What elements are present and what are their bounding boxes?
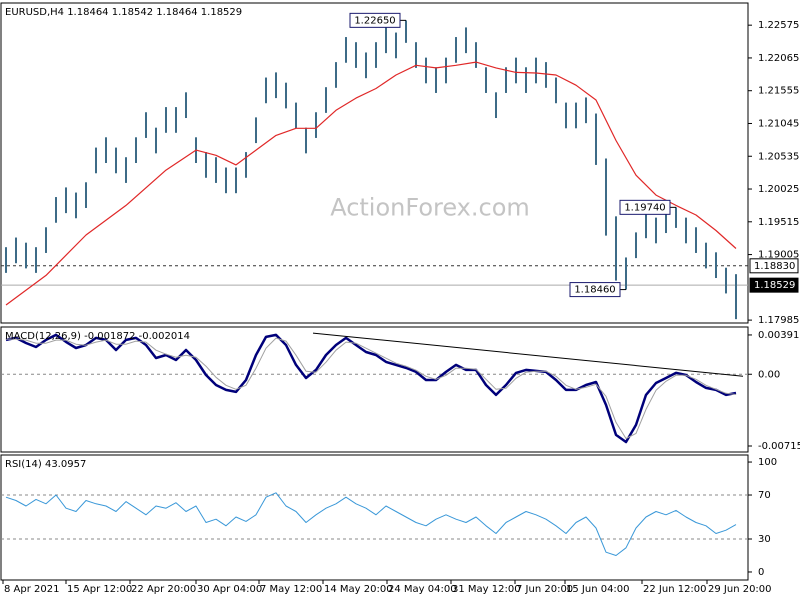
watermark: ActionForex.com [330, 194, 530, 222]
panel-title: RSI(14) 43.0957 [5, 459, 86, 470]
y-tick-label: 30 [758, 534, 771, 545]
y-tick-label: 100 [758, 457, 777, 468]
indicator-line [6, 337, 737, 439]
level-label: 1.18529 [754, 280, 795, 291]
moving-average [5, 61, 737, 306]
y-tick-label: 1.21045 [758, 118, 799, 129]
x-tick-label: 15 Apr 12:00 [67, 584, 132, 595]
panel-frame [0, 454, 749, 581]
y-tick-label: 1.19515 [758, 217, 799, 228]
y-tick-label: -0.007152 [758, 441, 800, 452]
indicator-line [5, 492, 737, 556]
annotation-box [349, 12, 401, 28]
y-tick-label: 1.17985 [758, 315, 799, 326]
level-label-box [749, 277, 799, 293]
panel-title: MACD(12,26,9) -0.001872 -0.002014 [5, 331, 190, 342]
x-tick-label: 22 Jun 12:00 [643, 584, 707, 595]
annotation-label: 1.19740 [624, 202, 665, 213]
y-tick-label: 0 [758, 567, 764, 578]
annotation-box [619, 199, 671, 215]
level-label: 1.18830 [754, 261, 795, 272]
x-tick-label: 29 Jun 20:00 [708, 584, 772, 595]
annotation-label: 1.22650 [354, 15, 395, 26]
annotation-label: 1.18460 [574, 285, 615, 296]
trend-line [312, 332, 744, 377]
x-tick-label: 30 Apr 04:00 [197, 584, 262, 595]
x-tick-label: 8 Apr 2021 [4, 584, 59, 595]
x-tick-label: 31 May 12:00 [452, 584, 521, 595]
y-tick-label: 0.003917 [758, 330, 800, 341]
indicator-line [5, 333, 737, 444]
x-tick-label: 24 May 04:00 [388, 584, 457, 595]
y-tick-label: 1.22065 [758, 53, 799, 64]
x-tick-label: 7 Jun 20:00 [516, 584, 573, 595]
y-tick-label: 70 [758, 490, 771, 501]
panel-frame [0, 2, 749, 324]
annotation-box [569, 282, 621, 298]
y-tick-label: 1.20535 [758, 151, 799, 162]
x-tick-label: 22 Apr 20:00 [131, 584, 196, 595]
y-tick-label: 1.20025 [758, 184, 799, 195]
y-tick-label: 1.21555 [758, 86, 799, 97]
level-label-box [749, 258, 799, 274]
y-tick-label: 1.19005 [758, 250, 799, 261]
panel-frame [0, 326, 749, 453]
y-tick-label: 0.00 [758, 369, 780, 380]
y-tick-label: 1.22575 [758, 20, 799, 31]
x-tick-label: 14 May 20:00 [324, 584, 393, 595]
x-tick-label: 15 Jun 04:00 [566, 584, 630, 595]
x-tick-label: 7 May 12:00 [260, 584, 322, 595]
panel-title: EURUSD,H4 1.18464 1.18542 1.18464 1.1852… [5, 7, 242, 18]
